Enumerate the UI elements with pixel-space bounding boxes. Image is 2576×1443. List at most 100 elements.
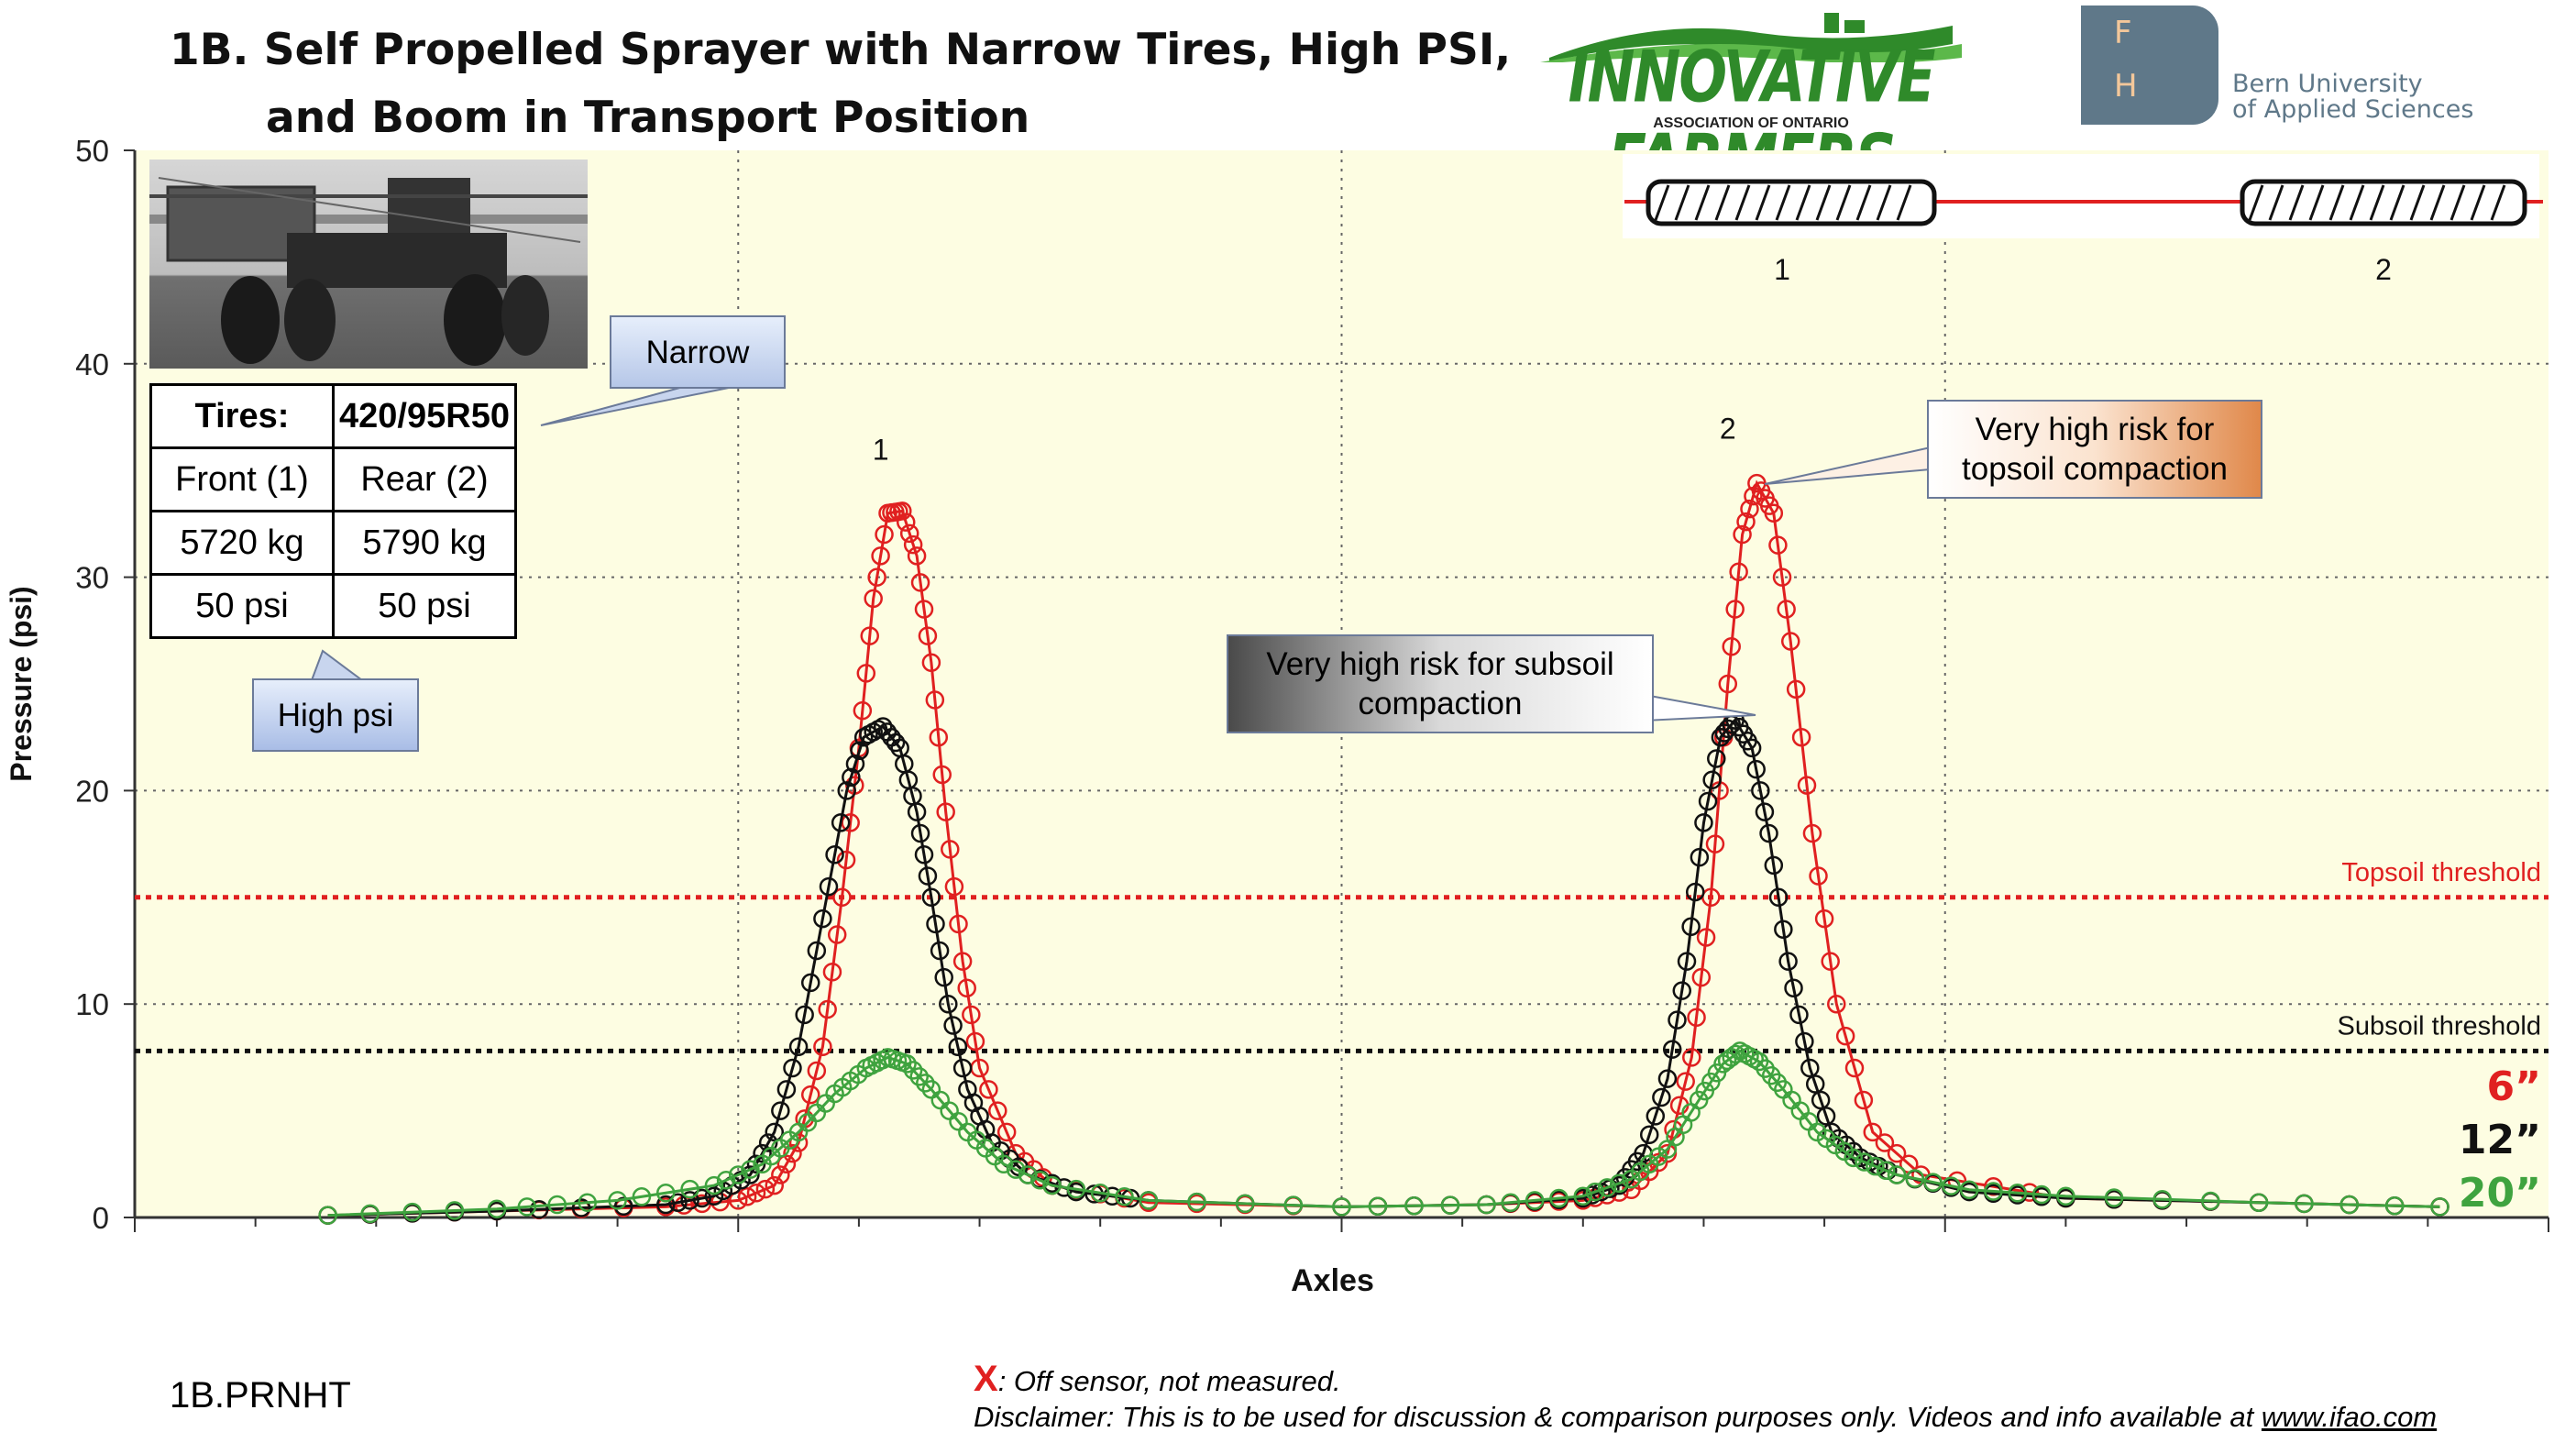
data-point [2104,1188,2124,1207]
data-point [936,802,955,821]
table-cell: 50 psi [149,573,335,639]
data-point [899,523,919,544]
data-point [704,1175,724,1195]
data-point [2430,1197,2449,1217]
data-point [1774,920,1793,939]
data-point [1959,1180,1979,1199]
data-point [1718,674,1738,694]
data-point [856,664,876,683]
tire-icon [2240,179,2527,226]
data-point [1573,1186,1593,1206]
data-point [771,1165,790,1184]
data-point [776,1154,797,1174]
tire-tread [2449,184,2466,221]
topsoil-callout-line-2: topsoil compaction [1962,451,2228,487]
topsoil-risk-callout: Very high risk for topsoil compaction [1927,400,2262,499]
data-point [948,1037,968,1057]
data-point [988,1101,1007,1120]
narrow-callout: Narrow [610,315,786,389]
data-point [1905,1169,1925,1188]
off-sensor-marker: X [974,1359,998,1399]
ifa-logo-subtitle: ASSOCIATION OF ONTARIO [1653,116,1849,131]
data-point [1726,1044,1745,1064]
data-point [1768,887,1789,908]
tire-tread [1674,184,1690,221]
data-point [608,1191,627,1210]
data-point [1784,978,1803,997]
data-point [813,909,832,929]
data-point [1115,1187,1134,1206]
data-point [529,1200,549,1219]
data-point [800,973,820,993]
data-point [932,765,952,785]
data-point [517,1197,537,1217]
axle-label: 1 [1774,253,1790,286]
tire-outline [1646,179,1937,226]
data-point [613,1196,633,1217]
chart-id: 1B.PRNHT [170,1375,351,1415]
data-point [1030,1171,1050,1190]
data-point [2031,1184,2052,1205]
data-point [1722,637,1741,656]
tire-tread [1876,184,1892,221]
data-point [1777,600,1796,619]
tire-spec-table: Tires: 420/95R50 Front (1) Rear (2) 5720… [149,383,517,639]
y-tick-label: 50 [75,134,109,168]
data-point [1876,1161,1896,1181]
data-point [1283,1195,1304,1215]
data-point [925,690,945,710]
data-point [1066,1179,1086,1199]
legend-12in: 12” [2458,1117,2541,1163]
tire-size: 420/95R50 [332,383,517,449]
data-point [1942,1176,1961,1195]
table-cell: 5720 kg [149,510,335,576]
off-sensor-note: X: Off sensor, not measured. [974,1359,1341,1400]
data-point [1800,1058,1820,1078]
data-point [918,626,938,645]
data-point [842,767,861,788]
data-point [1802,823,1822,843]
tire-tread [2268,184,2284,221]
data-point [800,1085,820,1105]
data-point [716,1171,736,1190]
data-point [729,1165,748,1184]
tire-tread [2248,184,2264,221]
data-point [841,813,860,832]
peak-label: 2 [1720,412,1736,445]
tire-tread [2288,184,2305,221]
data-point [783,1143,802,1163]
data-point [1854,1090,1874,1110]
data-point [1795,1031,1814,1052]
data-point [758,1133,778,1152]
data-point [996,1122,1017,1142]
data-point [1610,1173,1629,1194]
website-link[interactable]: www.ifao.com [2261,1401,2438,1433]
data-point [1755,802,1775,821]
data-point [1814,909,1834,929]
data-point [1791,727,1811,747]
data-point [819,876,839,897]
data-point [1657,1069,1678,1088]
data-point [547,1195,567,1215]
data-point [1811,1090,1831,1110]
data-point [1139,1191,1159,1210]
data-point [813,1037,832,1057]
subsoil-callout-line-1: Very high risk for subsoil [1266,646,1614,682]
data-point [1725,600,1745,619]
tire-tread [2349,184,2365,221]
data-point [318,1206,337,1225]
data-point [921,887,941,908]
tire-tread [1734,184,1751,221]
data-point [2339,1195,2360,1215]
data-point [788,1133,809,1152]
series-line [327,479,2440,1217]
data-point [1672,981,1692,1000]
tire-tread [1694,184,1711,221]
tire-tread [1815,184,1832,221]
data-point [632,1187,652,1206]
data-point [1707,749,1726,768]
data-point [1652,1087,1671,1107]
data-point [1597,1178,1617,1197]
data-point [1844,1148,1863,1168]
tire-tread [2409,184,2426,221]
